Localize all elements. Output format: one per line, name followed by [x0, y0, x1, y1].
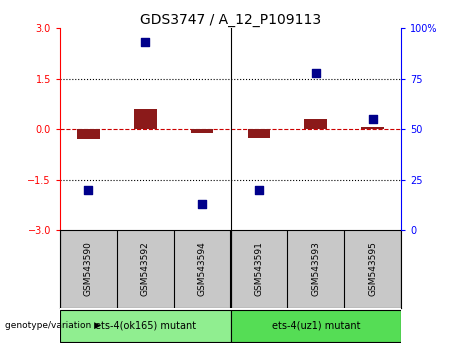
Title: GDS3747 / A_12_P109113: GDS3747 / A_12_P109113: [140, 13, 321, 27]
Point: [85, 187, 92, 193]
Text: GSM543590: GSM543590: [84, 241, 93, 297]
Text: GSM543593: GSM543593: [311, 241, 320, 297]
Bar: [248, 129, 270, 138]
FancyBboxPatch shape: [230, 310, 401, 342]
Point: [312, 70, 319, 75]
Text: ets-4(ok165) mutant: ets-4(ok165) mutant: [95, 321, 196, 331]
Bar: [134, 109, 157, 129]
Point: [255, 187, 263, 193]
Point: [142, 40, 149, 45]
Text: genotype/variation ▶: genotype/variation ▶: [5, 321, 100, 330]
Point: [198, 201, 206, 207]
Text: GSM543591: GSM543591: [254, 241, 263, 297]
FancyBboxPatch shape: [60, 310, 230, 342]
Bar: [304, 119, 327, 129]
Point: [369, 116, 376, 122]
Text: GSM543595: GSM543595: [368, 241, 377, 297]
Bar: [191, 129, 213, 133]
Text: GSM543594: GSM543594: [198, 242, 207, 296]
Bar: [77, 129, 100, 139]
Bar: [361, 126, 384, 129]
Text: GSM543592: GSM543592: [141, 242, 150, 296]
Text: ets-4(uz1) mutant: ets-4(uz1) mutant: [272, 321, 360, 331]
